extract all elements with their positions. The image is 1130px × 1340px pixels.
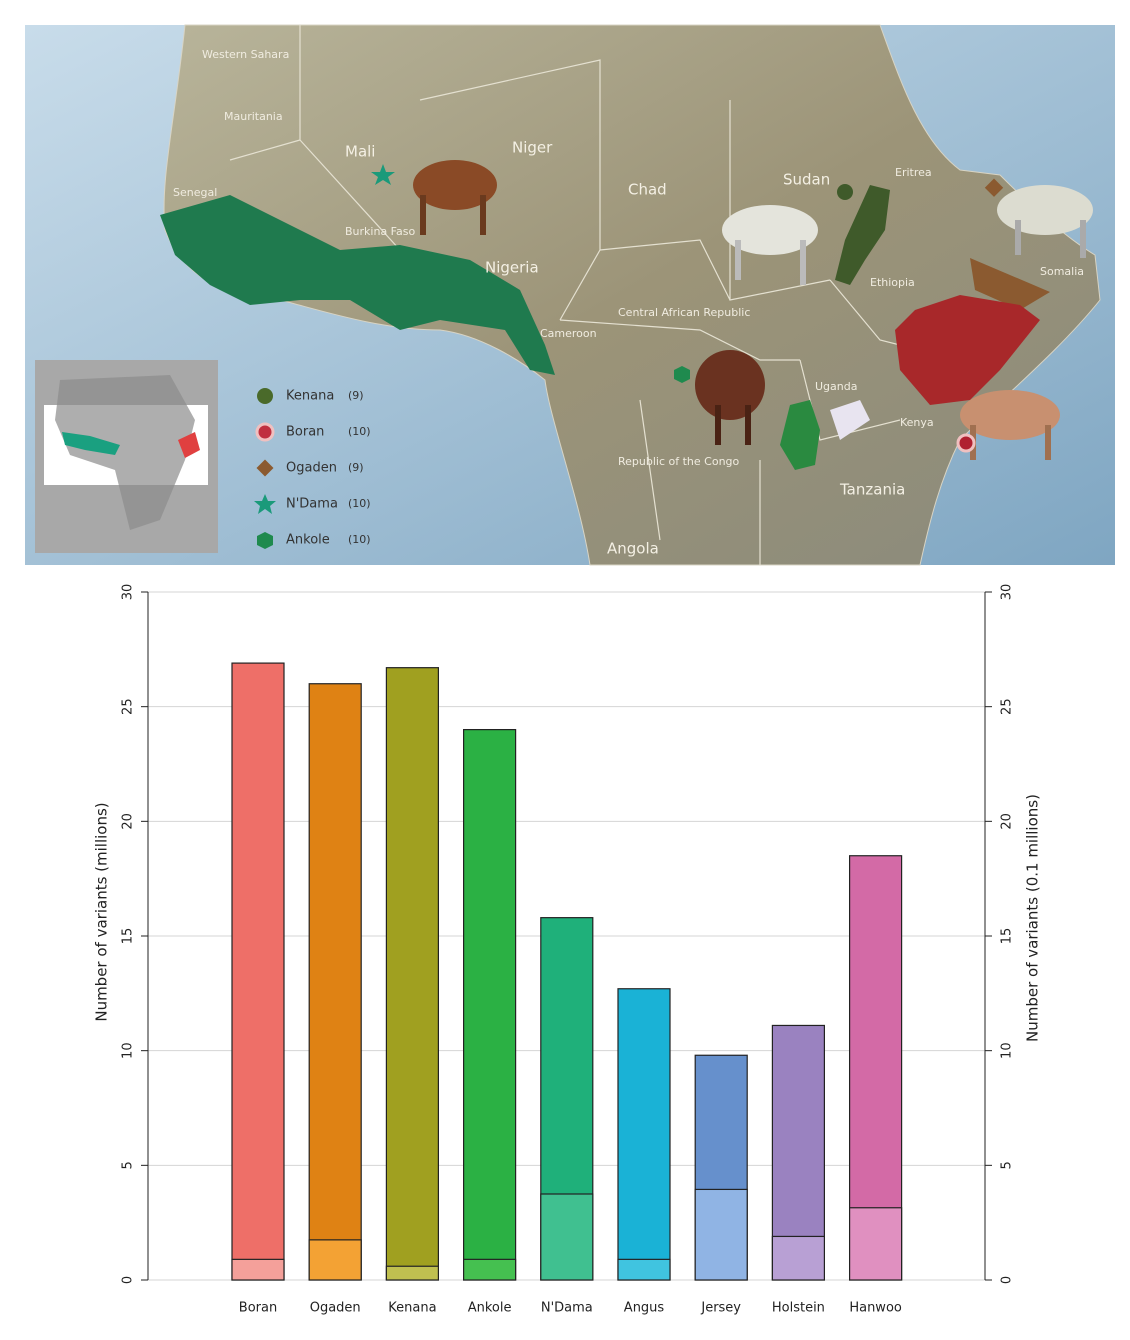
legend-marker (256, 459, 274, 477)
country-label: Western Sahara (202, 48, 289, 61)
bar (231, 662, 285, 1281)
legend-count: (9) (348, 461, 364, 474)
bar (617, 1258, 671, 1281)
country-label: Republic of the Congo (618, 455, 740, 468)
country-label: Mali (345, 143, 375, 161)
legend-label: N'Dama (286, 497, 338, 512)
country-label: Eritrea (895, 166, 932, 179)
y2-tick-label: 15 (1000, 928, 1015, 945)
bar (540, 1193, 594, 1281)
country-label: Burkina Faso (345, 225, 415, 238)
borders (229, 25, 961, 565)
y2-tick-label: 5 (1000, 1161, 1015, 1169)
y2-tick-label: 10 (1000, 1042, 1015, 1059)
bar (231, 1258, 285, 1281)
legend-marker (257, 532, 273, 549)
bar (308, 683, 362, 1281)
bar (848, 1207, 903, 1281)
country-label: Angola (607, 540, 659, 558)
y-tick-label: 0 (121, 1276, 136, 1284)
country-label: Ethiopia (870, 276, 915, 289)
x-tick-label: Ogaden (310, 1301, 361, 1316)
bar (385, 1265, 439, 1281)
kenana-region (835, 185, 890, 285)
bar (617, 988, 671, 1281)
legend-marker (254, 494, 276, 514)
y-tick-label: 5 (121, 1161, 136, 1169)
legend-label: Boran (286, 425, 324, 440)
map-legend (254, 388, 276, 549)
inset-east (178, 432, 200, 458)
bar (463, 728, 517, 1281)
inset-west (62, 432, 120, 455)
country-label: Sudan (783, 171, 830, 189)
legend-count: (10) (348, 533, 371, 546)
map: Western Sahara Mauritania Mali Niger Cha… (25, 24, 1115, 566)
legend-marker (255, 422, 275, 442)
x-tick-label: Angus (624, 1301, 665, 1316)
y2-tick-label: 20 (1000, 813, 1015, 830)
bar (463, 1258, 517, 1281)
country-label: Cameroon (540, 327, 597, 340)
bar (385, 667, 439, 1281)
country-label: Mauritania (224, 110, 283, 123)
bar (694, 1188, 748, 1281)
kenana-marker (837, 184, 853, 200)
ndama-marker (371, 164, 395, 185)
x-tick-label: Holstein (772, 1301, 825, 1316)
country-label: Somalia (1040, 265, 1084, 278)
y-tick-label: 25 (121, 698, 136, 715)
y-tick-label: 15 (121, 928, 136, 945)
y2-tick-label: 30 (1000, 584, 1015, 601)
bar (771, 1235, 826, 1281)
y-tick-label: 30 (121, 584, 136, 601)
country-label: Nigeria (485, 259, 539, 277)
legend-count: (10) (348, 425, 371, 438)
x-tick-label: N'Dama (541, 1301, 593, 1316)
legend-marker (257, 388, 273, 404)
y2-tick-label: 25 (1000, 698, 1015, 715)
y-tick-label: 20 (121, 813, 136, 830)
x-tick-label: Kenana (388, 1301, 436, 1316)
y-axis-title: Number of variants (millions) (93, 802, 111, 1021)
country-label: Uganda (815, 380, 857, 393)
ankole-region (780, 400, 820, 470)
ankole-marker (674, 366, 690, 383)
country-label: Tanzania (839, 481, 905, 499)
ogaden-marker (984, 178, 1004, 197)
cattle-images (413, 160, 1093, 460)
legend-label: Ankole (286, 533, 330, 548)
bar (308, 1239, 362, 1281)
boran-marker (956, 433, 976, 453)
country-label: Senegal (173, 186, 217, 199)
boran-region (895, 295, 1040, 405)
country-label: Central African Republic (618, 306, 750, 319)
country-label: Chad (628, 181, 667, 199)
x-tick-label: Jersey (700, 1301, 741, 1316)
x-tick-label: Boran (239, 1301, 277, 1316)
y2-axis-title: Number of variants (0.1 millions) (1024, 794, 1042, 1042)
ndama-region (160, 195, 555, 375)
y2-tick-label: 0 (1000, 1276, 1015, 1284)
x-tick-label: Ankole (468, 1301, 512, 1316)
country-label: Kenya (900, 416, 934, 429)
y-tick-label: 10 (121, 1042, 136, 1059)
x-tick-label: Hanwoo (849, 1301, 902, 1316)
inset-africa (55, 375, 195, 530)
legend-label: Ogaden (286, 461, 337, 476)
country-label: Niger (512, 139, 553, 157)
legend-count: (10) (348, 497, 371, 510)
legend-label: Kenana (286, 389, 334, 404)
legend-count: (9) (348, 389, 364, 402)
ogaden-region (970, 258, 1050, 310)
lake (830, 400, 870, 440)
